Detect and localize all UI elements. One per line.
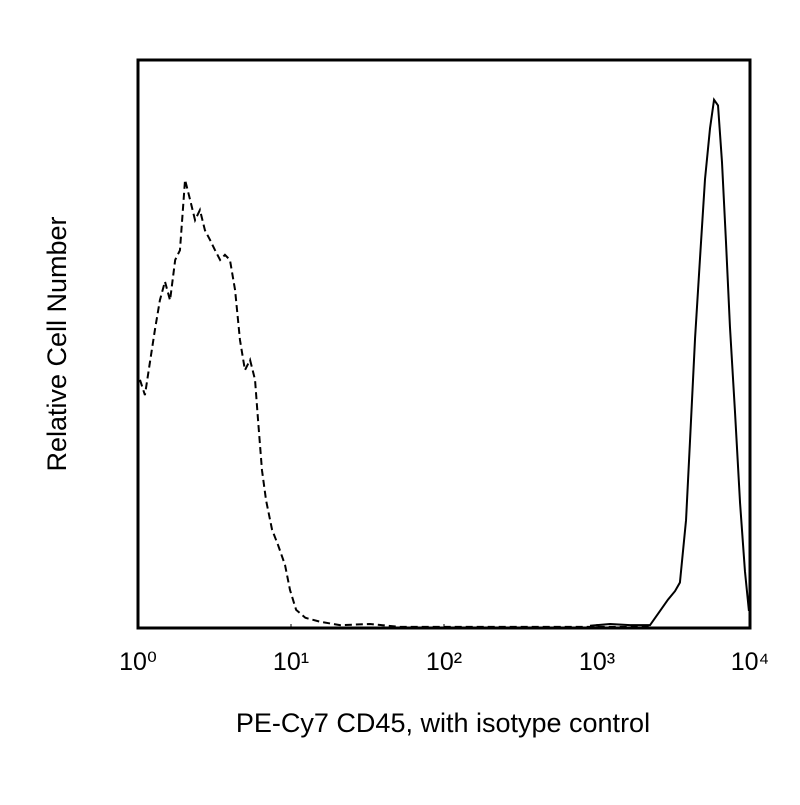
y-axis-label: Relative Cell Number <box>42 216 72 471</box>
plot-frame <box>136 58 752 630</box>
x-tick-label: 10³ <box>579 648 615 676</box>
line <box>589 97 750 627</box>
x-tick-label: 10¹ <box>273 648 309 676</box>
dashed-line <box>139 179 650 628</box>
x-tick-label: 10² <box>426 648 462 676</box>
x-tick-label: 10⁴ <box>731 648 770 676</box>
x-axis-label: PE-Cy7 CD45, with isotype control <box>236 708 650 738</box>
x-tick-label: 10⁰ <box>119 648 157 676</box>
